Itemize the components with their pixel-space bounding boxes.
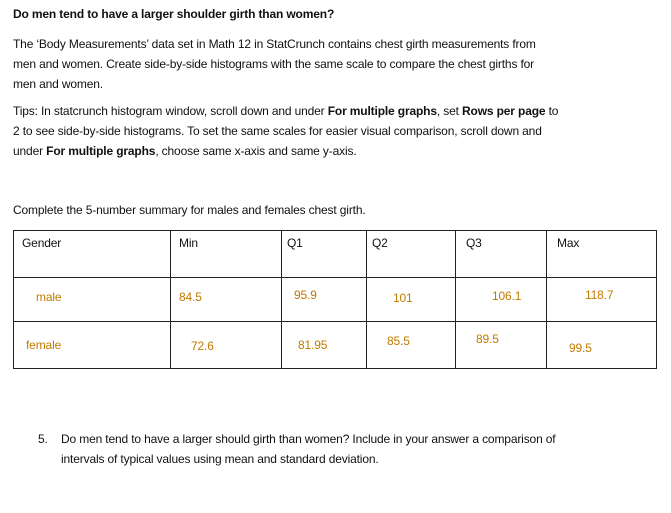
- tips-line: Tips: In statcrunch histogram window, sc…: [13, 104, 558, 118]
- table-cell: 95.9: [281, 277, 367, 322]
- tips-line: under For multiple graphs, choose same x…: [13, 144, 357, 158]
- cell-value: 81.95: [298, 338, 328, 352]
- table-cell: 85.5: [366, 321, 456, 369]
- text: Tips: In statcrunch histogram window, sc…: [13, 104, 328, 118]
- cell-value: 95.9: [294, 288, 317, 302]
- intro-line: men and women.: [13, 77, 103, 91]
- table-header-cell: Q2: [366, 230, 456, 278]
- cell-value: 99.5: [569, 341, 592, 355]
- table-cell: 84.5: [170, 277, 282, 322]
- intro-line: men and women. Create side-by-side histo…: [13, 57, 535, 71]
- text: to: [545, 104, 559, 118]
- cell-value: 72.6: [191, 339, 214, 353]
- bold-text: For multiple graphs: [327, 104, 437, 118]
- text: under: [13, 144, 47, 158]
- question-line: intervals of typical values using mean a…: [61, 452, 379, 466]
- cell-value: 85.5: [387, 334, 410, 348]
- table-header-cell: Q3: [455, 230, 547, 278]
- header-text: Gender: [22, 236, 62, 250]
- table-cell: male: [13, 277, 171, 322]
- table-header-cell: Gender: [13, 230, 171, 278]
- table-cell: 101: [366, 277, 456, 322]
- table-cell: 89.5: [455, 321, 547, 369]
- header-text: Min: [179, 236, 198, 250]
- gender-label: female: [26, 338, 62, 352]
- title: Do men tend to have a larger shoulder gi…: [13, 7, 335, 21]
- header-text: Q2: [372, 236, 388, 250]
- table-cell: 81.95: [281, 321, 367, 369]
- cell-value: 89.5: [476, 332, 499, 346]
- cell-value: 84.5: [179, 290, 202, 304]
- tips-line: 2 to see side-by-side histograms. To set…: [13, 124, 542, 138]
- table-header-cell: Max: [546, 230, 657, 278]
- question-number: 5.: [38, 432, 48, 446]
- header-text: Q1: [287, 236, 303, 250]
- bold-text: Rows per page: [462, 104, 546, 118]
- question-line: Do men tend to have a larger should girt…: [61, 432, 556, 446]
- table-cell: 72.6: [170, 321, 282, 369]
- table-header-cell: Q1: [281, 230, 367, 278]
- text: , set: [436, 104, 463, 118]
- cell-value: 118.7: [585, 288, 614, 302]
- header-text: Max: [557, 236, 580, 250]
- intro-line: The ‘Body Measurements’ data set in Math…: [13, 37, 536, 51]
- table-cell: 118.7: [546, 277, 657, 322]
- text: , choose same x-axis and same y-axis.: [155, 144, 357, 158]
- header-text: Q3: [466, 236, 482, 250]
- text: 2 to see side-by-side histograms. To set…: [13, 124, 542, 138]
- cell-value: 106.1: [492, 289, 522, 303]
- cell-value: 101: [393, 291, 413, 305]
- table-cell: female: [13, 321, 171, 369]
- bold-text: For multiple graphs: [46, 144, 156, 158]
- instruction: Complete the 5-number summary for males …: [13, 203, 366, 217]
- table-header-cell: Min: [170, 230, 282, 278]
- table-cell: 99.5: [546, 321, 657, 369]
- gender-label: male: [36, 290, 62, 304]
- table-cell: 106.1: [455, 277, 547, 322]
